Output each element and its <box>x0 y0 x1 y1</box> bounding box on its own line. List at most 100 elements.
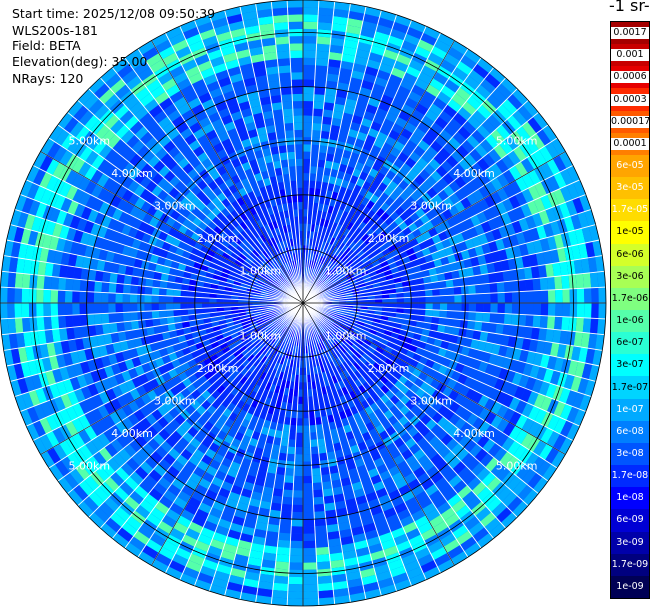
heatmap-cell <box>318 255 324 264</box>
heatmap-cell <box>532 315 541 328</box>
heatmap-cell <box>354 246 362 255</box>
heatmap-cell <box>356 249 365 258</box>
heatmap-cell <box>313 94 325 103</box>
heatmap-cell <box>516 125 531 142</box>
heatmap-cell <box>287 439 296 448</box>
heatmap-cell <box>313 195 320 204</box>
heatmap-cell <box>57 290 66 303</box>
heatmap-cell <box>392 225 403 236</box>
heatmap-cell <box>14 272 24 289</box>
heatmap-cell <box>351 70 365 80</box>
heatmap-cell <box>405 139 418 152</box>
heatmap-cell <box>79 303 87 315</box>
heatmap-cell <box>309 180 316 189</box>
heatmap-cell <box>417 315 425 323</box>
heatmap-cell <box>303 86 315 95</box>
heatmap-cell <box>327 183 335 192</box>
heatmap-cell <box>490 177 503 192</box>
heatmap-cell <box>326 73 340 83</box>
heatmap-cell <box>356 320 365 327</box>
heatmap-cell <box>283 482 294 491</box>
heatmap-cell <box>303 447 311 455</box>
heatmap-cell <box>361 256 370 264</box>
heatmap-cell <box>430 323 439 332</box>
heatmap-cell <box>507 150 521 166</box>
heatmap-cell <box>289 562 303 570</box>
heatmap-cell <box>495 271 504 283</box>
heatmap-cell <box>432 194 444 206</box>
heatmap-cell <box>303 43 317 51</box>
heatmap-cell <box>335 283 343 289</box>
heatmap-cell <box>317 281 324 288</box>
heatmap-cell <box>287 584 303 592</box>
heatmap-cell <box>425 296 433 303</box>
heatmap-cell <box>278 65 291 74</box>
heatmap-cell <box>577 211 589 229</box>
heatmap-cell <box>311 268 316 277</box>
heatmap-cell <box>493 333 503 345</box>
heatmap-cell <box>357 317 366 324</box>
heatmap-cell <box>466 134 480 149</box>
heatmap-cell <box>411 84 426 97</box>
heatmap-cell <box>362 141 374 152</box>
heatmap-cell <box>371 259 381 267</box>
heatmap-cell <box>370 203 381 214</box>
heatmap-cell <box>329 245 336 253</box>
heatmap-cell <box>322 258 329 266</box>
heatmap-cell <box>331 222 339 231</box>
heatmap-cell <box>313 503 325 512</box>
heatmap-cell <box>383 225 393 235</box>
heatmap-cell <box>486 114 502 130</box>
heatmap-cell <box>453 163 466 176</box>
heatmap-cell <box>484 73 501 89</box>
heatmap-cell <box>484 342 494 354</box>
heatmap-cell <box>597 271 606 288</box>
heatmap-cell <box>315 65 328 74</box>
heatmap-cell <box>506 114 522 131</box>
heatmap-cell <box>14 317 24 334</box>
heatmap-cell <box>542 250 553 265</box>
heatmap-cell <box>332 16 349 26</box>
heatmap-cell <box>381 234 391 244</box>
heatmap-cell <box>403 291 412 298</box>
heatmap-cell <box>291 511 303 520</box>
heatmap-cell <box>437 33 455 47</box>
heatmap-cell <box>421 328 430 337</box>
heatmap-cell <box>443 185 455 197</box>
heatmap-cell <box>519 291 527 303</box>
heatmap-cell <box>328 228 336 238</box>
heatmap-cell <box>552 155 567 172</box>
heatmap-cell <box>329 132 339 141</box>
heatmap-cell <box>315 532 328 541</box>
heatmap-cell <box>349 264 358 272</box>
heatmap-cell <box>353 270 361 277</box>
heatmap-cell <box>590 318 599 334</box>
heatmap-cell <box>338 217 346 226</box>
heatmap-cell <box>370 45 386 56</box>
heatmap-cell <box>496 281 505 293</box>
heatmap-cell <box>303 403 309 412</box>
heatmap-cell <box>413 127 426 140</box>
heatmap-cell <box>362 73 377 84</box>
heatmap-cell <box>116 321 125 333</box>
heatmap-cell <box>317 14 334 24</box>
heatmap-cell <box>555 289 563 303</box>
heatmap-cell <box>389 28 407 41</box>
heatmap-cell <box>433 152 446 166</box>
heatmap-cell <box>279 518 292 527</box>
heatmap-cell <box>403 303 412 309</box>
heatmap-cell <box>400 128 413 140</box>
heatmap-cell <box>595 255 605 273</box>
heatmap-cell <box>273 116 285 125</box>
heatmap-cell <box>474 321 483 332</box>
heatmap-cell <box>524 137 539 154</box>
heatmap-cell <box>471 162 484 176</box>
heatmap-cell <box>384 216 395 226</box>
heatmap-cell <box>362 245 371 254</box>
heatmap-cell <box>289 555 303 563</box>
heatmap-cell <box>332 230 339 239</box>
heatmap-cell <box>461 229 472 241</box>
heatmap-cell <box>512 88 529 106</box>
heatmap-cell <box>512 109 528 126</box>
